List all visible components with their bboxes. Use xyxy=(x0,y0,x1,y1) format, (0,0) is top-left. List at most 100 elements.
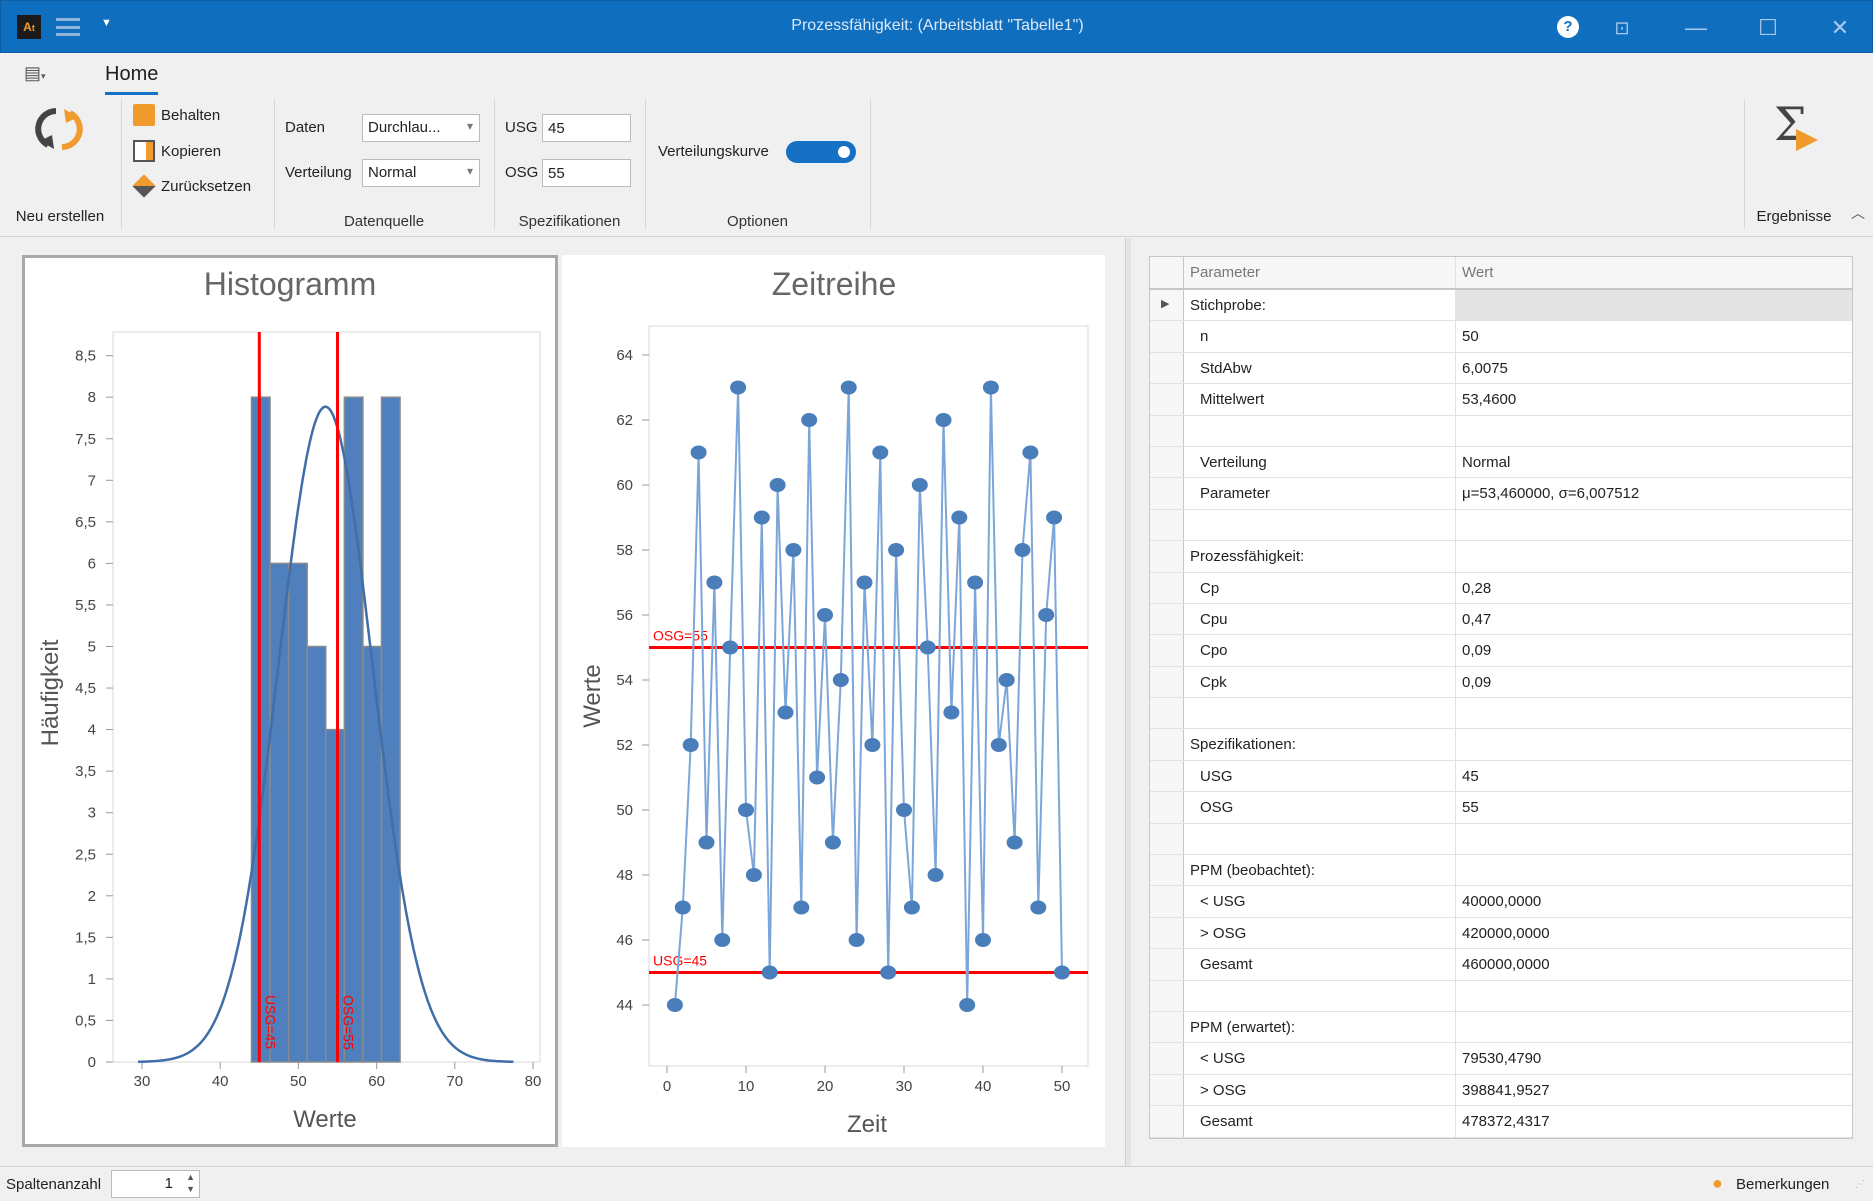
table-row[interactable]: < USG 79530,4790 xyxy=(1150,1043,1852,1075)
group-label-datasource: Datenquelle xyxy=(343,213,425,230)
distribution-curve-toggle[interactable] xyxy=(786,141,856,163)
row-indicator xyxy=(1150,760,1184,792)
group-row[interactable]: PPM (erwartet): xyxy=(1150,1011,1852,1044)
table-row[interactable]: Gesamt 460000,0000 xyxy=(1150,949,1852,981)
remarks-button[interactable]: Bemerkungen xyxy=(1736,1176,1830,1193)
data-point xyxy=(1054,965,1070,980)
data-point xyxy=(872,445,889,460)
table-row[interactable] xyxy=(1150,698,1852,730)
table-row[interactable]: USG 45 xyxy=(1150,760,1852,793)
x-tick-label: 30 xyxy=(134,1073,151,1090)
column-count-spinner[interactable]: 1 ▲ ▼ xyxy=(111,1170,200,1198)
table-row[interactable]: StdAbw 6,0075 xyxy=(1150,352,1852,385)
parameter-cell: < USG xyxy=(1184,1043,1456,1074)
help-icon[interactable]: ? xyxy=(1557,16,1579,38)
table-row[interactable]: Cpu 0,47 xyxy=(1150,603,1852,636)
chart-title: Histogramm xyxy=(204,266,376,302)
lightbulb-icon: ● xyxy=(1712,1173,1723,1193)
group-row[interactable]: PPM (beobachtet): xyxy=(1150,855,1852,887)
table-row[interactable]: < USG 40000,0000 xyxy=(1150,886,1852,918)
x-tick-label: 0 xyxy=(663,1078,671,1095)
table-row[interactable]: Mittelwert 53,4600 xyxy=(1150,384,1852,416)
y-tick-label: 0 xyxy=(88,1054,96,1071)
usg-input[interactable] xyxy=(542,114,631,142)
data-point xyxy=(753,510,770,525)
table-row[interactable] xyxy=(1150,823,1852,856)
new-button[interactable]: Neu erstellen xyxy=(10,101,110,225)
copy-button[interactable]: Kopieren xyxy=(133,139,221,163)
minimize-button[interactable]: — xyxy=(1685,15,1707,40)
value-cell: 45 xyxy=(1462,767,1479,785)
table-row[interactable]: > OSG 398841,9527 xyxy=(1150,1074,1852,1107)
x-tick-label: 60 xyxy=(368,1073,385,1090)
histogram-bar xyxy=(269,562,290,1063)
close-button[interactable]: ✕ xyxy=(1830,15,1850,40)
parameter-cell: Prozessfähigkeit: xyxy=(1184,541,1456,572)
table-row[interactable] xyxy=(1150,415,1852,447)
x-tick-label: 40 xyxy=(975,1078,992,1095)
data-dropdown[interactable]: Durchlau... xyxy=(362,114,480,142)
timeseries-panel[interactable]: Zeitreihe 44 46 48 50 52 54 56 58 60 62 64 0 10 20 30 40… xyxy=(562,255,1105,1147)
histogram-bar xyxy=(343,396,364,1063)
table-row[interactable]: Cpo 0,09 xyxy=(1150,635,1852,667)
table-row[interactable]: Cpk 0,09 xyxy=(1150,666,1852,699)
group-row[interactable]: Prozessfähigkeit: xyxy=(1150,541,1852,573)
distribution-dropdown[interactable]: Normal xyxy=(362,159,480,187)
osg-input[interactable] xyxy=(542,159,631,187)
restore-ribbon-icon[interactable]: ⊡ xyxy=(1614,18,1630,38)
value-cell xyxy=(1456,729,1852,759)
spinner-arrows-icon[interactable]: ▲ ▼ xyxy=(186,1172,195,1194)
value-cell xyxy=(1456,416,1852,446)
results-button[interactable]: Σ Ergebnisse xyxy=(1750,97,1838,225)
histogram-panel[interactable]: Histogramm 0 0,5 1 1,5 2 2,5 3 3,5 4 4,5 5 5,5 6 6,5 7 7… xyxy=(22,255,558,1147)
value-cell: 40000,0000 xyxy=(1462,893,1542,911)
chart-title: Zeitreihe xyxy=(772,266,897,302)
group-row[interactable]: Spezifikationen: xyxy=(1150,729,1852,761)
table-row[interactable]: Verteilung Normal xyxy=(1150,446,1852,479)
table-row[interactable]: n 50 xyxy=(1150,321,1852,353)
column-header-value[interactable]: Wert xyxy=(1462,264,1494,281)
maximize-button[interactable]: ☐ xyxy=(1758,15,1778,40)
table-row[interactable]: > OSG 420000,0000 xyxy=(1150,917,1852,950)
data-point xyxy=(682,738,699,752)
parameter-cell: USG xyxy=(1184,760,1456,792)
parameter-cell: Gesamt xyxy=(1184,949,1456,980)
distribution-label: Verteilung xyxy=(285,164,352,181)
table-row[interactable]: Parameter μ=53,460000, σ=6,007512 xyxy=(1150,478,1852,510)
splitter[interactable] xyxy=(1125,238,1131,1166)
data-point xyxy=(785,543,802,557)
tab-home[interactable]: Home xyxy=(105,63,159,95)
group-row[interactable]: ▶ Stichprobe: xyxy=(1150,290,1852,322)
arrow-icon xyxy=(1796,129,1818,151)
value-cell: 398841,9527 xyxy=(1462,1081,1550,1099)
reset-label: Zurücksetzen xyxy=(161,177,252,195)
grid-header: Parameter Wert xyxy=(1150,257,1852,290)
table-row[interactable] xyxy=(1150,509,1852,542)
row-indicator xyxy=(1150,541,1184,572)
expand-arrow-icon[interactable]: ▶ xyxy=(1161,298,1170,310)
row-indicator xyxy=(1150,698,1184,729)
x-tick-label: 50 xyxy=(290,1073,307,1090)
keep-button[interactable]: Behalten xyxy=(133,103,220,127)
table-row[interactable]: Gesamt 478372,4317 xyxy=(1150,1106,1852,1138)
table-row[interactable] xyxy=(1150,980,1852,1012)
reset-button[interactable]: Zurücksetzen xyxy=(132,174,252,198)
group-label-specifications: Spezifikationen xyxy=(518,213,621,230)
resize-grip-icon[interactable]: ⋰ xyxy=(1855,1179,1865,1190)
ribbon-menu-icon[interactable]: ▤▾ xyxy=(24,63,46,83)
y-tick-label: 3 xyxy=(88,805,96,822)
collapse-ribbon-icon[interactable]: ︿ xyxy=(1851,205,1865,221)
value-cell: 55 xyxy=(1462,799,1479,817)
value-cell: 420000,0000 xyxy=(1462,924,1550,942)
y-tick-label: 4 xyxy=(88,722,96,739)
y-tick-label: 5 xyxy=(88,639,96,656)
window-title: Prozessfähigkeit: (Arbeitsblatt "Tabelle… xyxy=(791,17,1084,34)
quick-access-dropdown-icon[interactable]: ▼ xyxy=(101,17,112,29)
table-row[interactable]: Cp 0,28 xyxy=(1150,572,1852,604)
column-header-parameter[interactable]: Parameter xyxy=(1184,257,1456,288)
menu-icon[interactable] xyxy=(56,18,80,36)
y-tick-label: 8 xyxy=(88,389,96,406)
parameter-cell: > OSG xyxy=(1184,917,1456,949)
save-icon xyxy=(133,104,155,126)
table-row[interactable]: OSG 55 xyxy=(1150,792,1852,824)
